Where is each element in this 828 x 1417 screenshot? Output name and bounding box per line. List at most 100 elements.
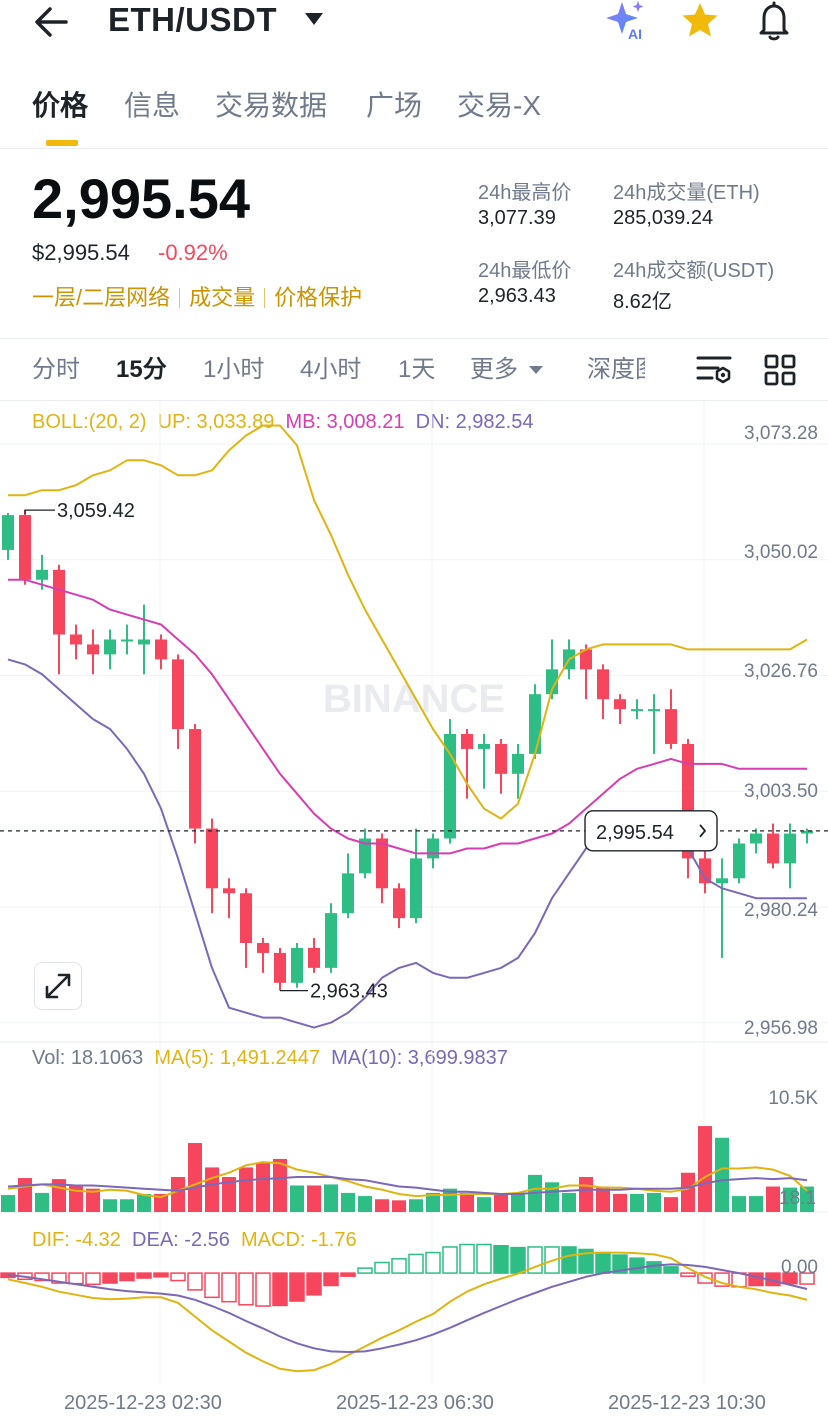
macd-histogram-bar	[68, 1272, 84, 1285]
macd-histogram-bar	[493, 1244, 509, 1274]
candle-body	[104, 639, 116, 655]
candle-body	[716, 878, 728, 884]
timeframe-1h[interactable]: 1小时	[203, 356, 265, 383]
volume-bar	[681, 1172, 695, 1212]
macd-histogram-bar	[612, 1254, 628, 1274]
volume-bar	[766, 1186, 780, 1212]
volume-bar	[409, 1199, 423, 1212]
macd-histogram-bar	[425, 1251, 441, 1274]
timeframe-1d[interactable]: 1天	[398, 356, 436, 383]
candle-body	[495, 743, 507, 774]
layout-grid-icon[interactable]	[764, 354, 796, 386]
macd-histogram-bar	[51, 1272, 67, 1284]
volume-bar	[596, 1186, 610, 1212]
candle-body	[70, 634, 82, 645]
volume-bar	[273, 1158, 287, 1212]
candle-body	[19, 515, 31, 580]
timeframe-line[interactable]: 分时	[32, 356, 80, 383]
candle-body	[529, 694, 541, 754]
candle-body	[308, 947, 320, 968]
volume-bar	[562, 1192, 576, 1212]
volume-bar	[239, 1167, 253, 1212]
macd-histogram-bar	[187, 1272, 203, 1291]
volume-bar	[511, 1192, 525, 1212]
macd-histogram-bar	[340, 1272, 356, 1277]
tab-square[interactable]: 广场	[366, 90, 423, 121]
tab-trading-data[interactable]: 交易数据	[215, 90, 328, 121]
back-arrow-icon[interactable]	[30, 2, 76, 42]
ai-assistant-icon[interactable]: AI	[604, 0, 650, 42]
macd-histogram-bar	[408, 1253, 424, 1274]
bell-icon[interactable]	[754, 0, 794, 42]
candle-body	[155, 639, 167, 660]
volume-bar	[375, 1199, 389, 1212]
volume-bar	[426, 1192, 440, 1212]
timeframe-15m[interactable]: 15分	[116, 356, 167, 383]
link-price-protection[interactable]: 价格保护	[274, 285, 363, 310]
stat-label-24h-low: 24h最低价	[478, 260, 572, 282]
candle-body	[767, 833, 779, 864]
trading-pair-title[interactable]: ETH/USDT	[108, 1, 277, 38]
volume-legend: Vol: 18.1063 MA(5): 1,491.2447 MA(10): 3…	[32, 1046, 508, 1070]
time-axis-label: 2025-12-23 06:30	[336, 1392, 494, 1414]
macd-histogram-bar	[323, 1272, 339, 1287]
price-axis-label: 3,050.02	[744, 542, 818, 563]
fullscreen-button[interactable]	[34, 962, 82, 1010]
chevron-right-icon	[699, 824, 707, 838]
macd-histogram-bar	[680, 1272, 696, 1277]
chart-top-divider	[0, 400, 828, 401]
price-change-percent: -0.92%	[158, 240, 228, 265]
more-caret-icon[interactable]	[528, 364, 544, 376]
candlestick-chart[interactable]: BINANCE 2,995.54 3,059.42 2,963.43	[0, 400, 828, 1385]
candle-body	[223, 888, 235, 894]
high-price-label: 3,059.42	[57, 500, 135, 522]
candle-body	[580, 649, 592, 670]
macd-histogram-bar	[136, 1272, 152, 1279]
volume-bar	[222, 1176, 236, 1212]
candle-body	[189, 729, 201, 829]
volume-bar	[256, 1163, 270, 1212]
candle-body	[2, 515, 14, 550]
tab-info[interactable]: 信息	[124, 90, 181, 121]
favorite-star-icon[interactable]	[680, 0, 720, 40]
price-axis-label: 3,026.76	[744, 661, 818, 682]
volume-bar	[749, 1196, 763, 1212]
link-volume[interactable]: 成交量	[189, 285, 256, 310]
price-axis-label: 3,073.28	[744, 423, 818, 444]
stat-label-24h-volume: 24h成交量(ETH)	[613, 182, 760, 204]
volume-bar	[307, 1185, 321, 1212]
macd-histogram-bar	[476, 1243, 492, 1274]
candle-body	[614, 699, 626, 710]
tab-trade-x[interactable]: 交易-X	[457, 90, 542, 121]
volume-bar	[698, 1126, 712, 1212]
link-l1-l2-network[interactable]: 一层/二层网络	[32, 285, 171, 310]
chevron-down-icon[interactable]	[304, 11, 324, 27]
timeframe-4h[interactable]: 4小时	[300, 356, 362, 383]
volume-bar	[1, 1195, 15, 1212]
timeframe-depth[interactable]: 深度图	[587, 356, 645, 383]
volume-bar	[647, 1192, 661, 1212]
quick-links: 一层/二层网络 成交量 价格保护	[32, 280, 362, 312]
candle-body	[784, 833, 796, 864]
macd-histogram-bar	[289, 1272, 305, 1302]
volume-bar	[630, 1193, 644, 1212]
timeframe-more[interactable]: 更多	[470, 356, 518, 383]
volume-bar	[800, 1186, 814, 1212]
volume-bar	[69, 1185, 83, 1212]
indicator-settings-icon[interactable]	[696, 352, 732, 386]
candle-body	[121, 639, 133, 642]
volume-bar	[477, 1197, 491, 1212]
section-divider	[0, 338, 828, 339]
stat-value-24h-turnover: 8.62亿	[613, 291, 672, 313]
candle-body	[87, 644, 99, 655]
volume-bar	[341, 1192, 355, 1212]
macd-histogram-bar	[799, 1272, 815, 1285]
candle-body	[53, 569, 65, 635]
candle-body	[801, 830, 813, 834]
tab-price[interactable]: 价格	[32, 90, 89, 121]
current-price-text: 2,995.54	[596, 822, 674, 844]
macd-histogram-bar	[595, 1251, 611, 1274]
volume-bar	[460, 1192, 474, 1212]
volume-bar	[783, 1187, 797, 1212]
macd-histogram-bar	[85, 1272, 101, 1286]
